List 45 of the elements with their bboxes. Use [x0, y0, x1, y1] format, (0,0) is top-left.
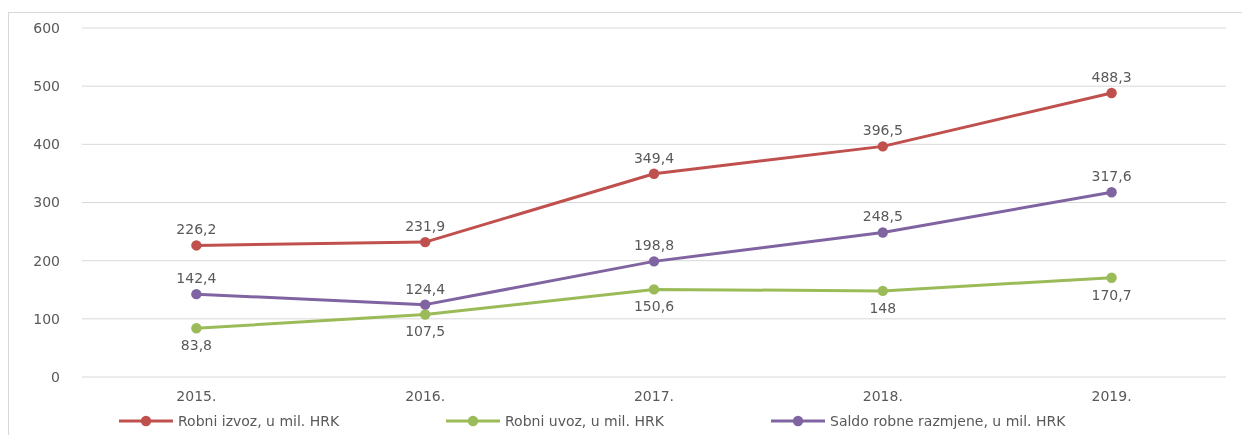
data-label: 396,5 [862, 122, 903, 139]
y-tick-label: 400 [33, 136, 60, 153]
point [420, 236, 431, 248]
point [1106, 187, 1117, 198]
y-tick-label: 500 [33, 78, 60, 95]
point [648, 168, 660, 179]
point [877, 227, 888, 238]
data-label: 317,6 [1091, 168, 1132, 185]
point [191, 288, 202, 300]
data-label: 488,3 [1091, 68, 1132, 85]
legend-label: Saldo robne razmjene, u mil. HRK [830, 412, 1067, 429]
data-label: 124,4 [405, 280, 446, 297]
x-tick-label: 2018. [862, 388, 903, 404]
legend-label: Robni izvoz, u mil. HRK [178, 412, 340, 429]
data-label: 198,8 [633, 237, 675, 254]
data-label: 226,2 [176, 221, 217, 238]
point [877, 141, 888, 152]
point [191, 323, 202, 334]
point [648, 256, 660, 267]
data-label: 148 [869, 299, 897, 316]
data-label: 107,5 [405, 323, 446, 340]
y-tick-label: 100 [33, 310, 60, 327]
data-label: 170,7 [1091, 286, 1132, 303]
point [648, 284, 660, 295]
point [191, 240, 202, 251]
y-tick-label: 600 [33, 19, 60, 36]
point [420, 299, 431, 310]
data-label: 142,4 [176, 270, 217, 287]
data-label: 349,4 [633, 149, 675, 166]
legend-label: Robni uvoz, u mil. HRK [505, 412, 665, 429]
y-tick-label: 200 [33, 252, 60, 269]
data-label: 248,5 [862, 208, 903, 225]
point [877, 285, 888, 297]
point [420, 309, 431, 320]
point [1106, 87, 1117, 99]
data-label: 231,9 [405, 218, 446, 235]
x-tick-label: 2016. [405, 388, 446, 404]
y-tick-label: 300 [33, 194, 60, 211]
x-tick-label: 2019. [1091, 388, 1132, 404]
x-tick-label: 2017. [633, 388, 675, 404]
y-tick-label: 0 [51, 368, 60, 385]
x-tick-label: 2015. [176, 388, 217, 404]
data-label: 150,6 [633, 298, 675, 315]
point [1106, 272, 1117, 283]
data-label: 83,8 [180, 337, 212, 354]
